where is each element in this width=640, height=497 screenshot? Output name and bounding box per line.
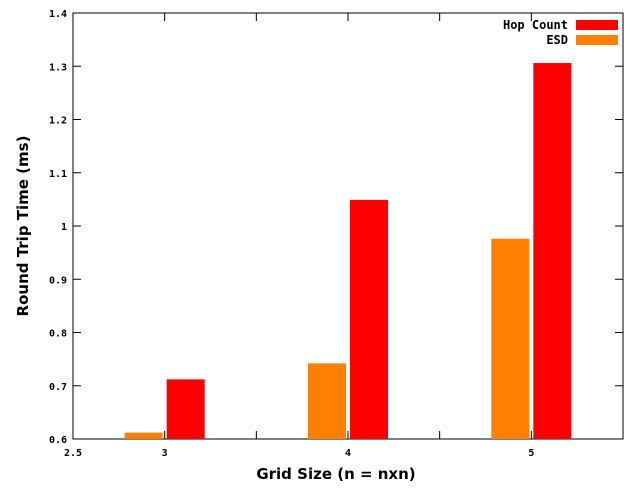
hop-count-bar-5 [533, 63, 572, 440]
hop-count-bar-3 [166, 379, 205, 439]
x-tick-label: 3 [162, 448, 168, 459]
x-axis-ticks: 2.5 3 4 5 [64, 13, 534, 459]
y-tick-label: 1.3 [49, 62, 67, 73]
y-tick-label: 0.9 [49, 275, 67, 286]
x-tick-label: 2.5 [64, 448, 82, 459]
esd-bar-5 [491, 238, 530, 439]
y-tick-label: 0.8 [49, 329, 67, 340]
bars [124, 63, 572, 440]
esd-bar-4 [308, 363, 346, 439]
y-tick-label: 1 [61, 222, 67, 233]
y-axis-label: Round Trip Time (ms) [14, 136, 32, 317]
y-tick-label: 1.2 [49, 116, 67, 127]
y-tick-label: 0.6 [49, 435, 67, 446]
legend-swatch [576, 20, 618, 30]
legend-label: Hop Count [503, 18, 568, 32]
legend-swatch [576, 35, 618, 45]
legend-label: ESD [546, 33, 568, 47]
y-tick-label: 1.4 [49, 9, 67, 20]
y-axis-ticks: 0.6 0.7 0.8 0.9 1 1.1 1.2 1.3 1.4 [49, 9, 623, 446]
y-tick-label: 1.1 [49, 169, 67, 180]
x-axis-label: Grid Size (n = nxn) [256, 465, 415, 483]
y-tick-label: 0.7 [49, 382, 67, 393]
x-tick-label: 5 [528, 448, 534, 459]
esd-bar-3 [124, 432, 163, 439]
hop-count-bar-4 [350, 199, 388, 439]
x-tick-label: 4 [345, 448, 351, 459]
